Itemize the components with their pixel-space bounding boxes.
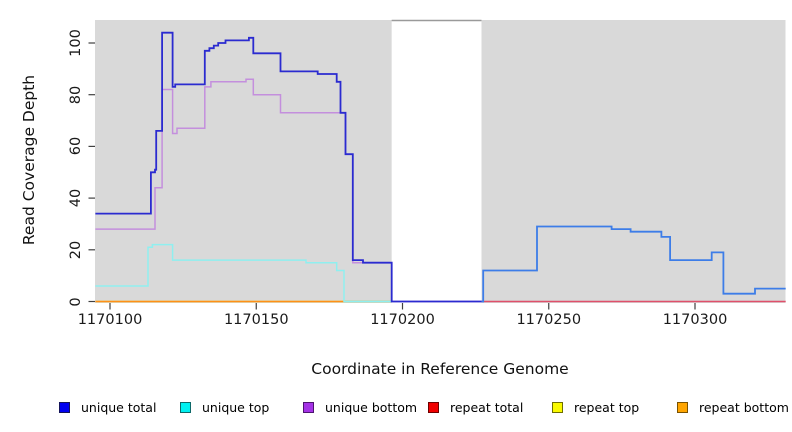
- series-unique-total-right-of-gap-: [481, 225, 786, 303]
- legend-swatch-icon: [59, 402, 70, 413]
- y-tick-label: 60: [68, 137, 84, 156]
- x-tick-label: 1170100: [77, 312, 143, 328]
- no-data-region: [391, 21, 482, 303]
- legend: unique total unique top unique bottom repea…: [0, 398, 792, 422]
- legend-item-unique-total: unique total: [59, 398, 156, 416]
- y-tick-label: 80: [68, 85, 84, 104]
- legend-label: unique top: [202, 399, 270, 415]
- legend-label: repeat total: [450, 399, 524, 415]
- y-axis-title: Read Coverage Depth: [20, 74, 38, 246]
- legend-swatch-icon: [552, 402, 563, 413]
- legend-item-repeat-bottom: repeat bottom: [677, 398, 789, 416]
- x-tick-label: 1170150: [223, 312, 289, 328]
- x-axis-title: Coordinate in Reference Genome: [311, 360, 569, 378]
- legend-item-unique-bottom: unique bottom: [303, 398, 417, 416]
- series-unique-total-left-of-gap-: [95, 31, 482, 303]
- y-tick-label: 100: [68, 29, 84, 57]
- legend-label: unique total: [81, 399, 157, 415]
- x-tick-label: 1170300: [662, 312, 728, 328]
- legend-label: repeat top: [574, 399, 640, 415]
- y-tick-label: 40: [68, 188, 84, 208]
- legend-swatch-icon: [677, 402, 688, 413]
- x-tick-label: 1170200: [370, 312, 435, 328]
- legend-item-unique-top: unique top: [180, 398, 269, 416]
- y-tick-label: 0: [68, 296, 84, 307]
- legend-swatch-icon: [303, 402, 314, 413]
- legend-swatch-icon: [428, 402, 439, 413]
- legend-item-repeat-total: repeat total: [428, 398, 523, 416]
- legend-swatch-icon: [180, 402, 191, 413]
- legend-item-repeat-top: repeat top: [552, 398, 639, 416]
- series-unique-top: [95, 243, 392, 303]
- legend-label: unique bottom: [325, 399, 418, 415]
- legend-label: repeat bottom: [699, 399, 789, 415]
- y-tick-label: 20: [68, 240, 84, 260]
- x-tick-label: 1170250: [516, 312, 582, 328]
